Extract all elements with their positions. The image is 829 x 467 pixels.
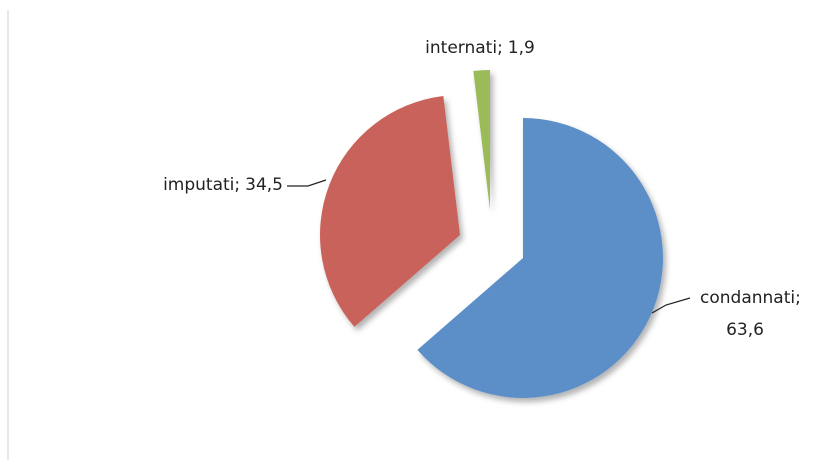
leader-line [287,179,327,187]
data-label: imputati; 34,5 [163,175,283,195]
data-label: internati; 1,9 [425,38,535,58]
pie-slice [417,118,664,399]
value-label: 34,5 [245,175,283,195]
label-category: imputati [163,175,234,195]
leader-line [651,297,691,314]
label-category: internati [425,38,497,58]
value-label: 63,6 [726,320,764,340]
data-label: condannati; [700,288,801,308]
label-category: condannati [700,288,795,308]
label-separator: ; [234,175,240,195]
pie [320,70,664,399]
pie-slice [320,95,460,327]
label-separator: ; [795,288,801,308]
label-separator: ; [497,38,503,58]
value-label: 1,9 [508,38,535,58]
pie-slice [473,70,490,210]
